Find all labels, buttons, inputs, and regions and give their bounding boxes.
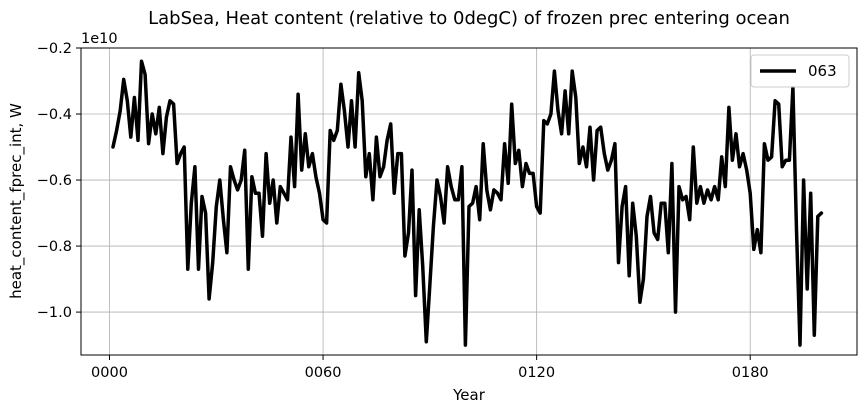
x-tick-label: 0000	[91, 365, 128, 381]
y-axis-label: heat_content_fprec_int, W	[7, 103, 26, 299]
y-tick-label: −0.6	[37, 173, 72, 189]
y-tick-label: −1.0	[37, 305, 72, 321]
legend-box	[750, 54, 850, 88]
y-tick-label: −0.8	[37, 239, 72, 255]
legend-label: 063	[808, 62, 837, 80]
y-tick-label: −0.4	[37, 107, 72, 123]
y-offset-text: 1e10	[81, 31, 118, 47]
x-axis-label: Year	[452, 386, 486, 404]
x-tick-label: 0120	[518, 365, 555, 381]
x-tick-label: 0180	[732, 365, 769, 381]
plot-frame	[80, 47, 858, 356]
chart-title: LabSea, Heat content (relative to 0degC)…	[148, 8, 790, 29]
legend: 063	[750, 54, 850, 88]
series-layer	[111, 59, 824, 347]
ticks: 0000 0060 0120 0180 −1.0 −0.8 −0.6 −0.4 −0.2	[37, 41, 769, 381]
series-line-063	[111, 59, 824, 347]
x-tick-label: 0060	[305, 365, 342, 381]
y-tick-label: −0.2	[37, 41, 72, 57]
